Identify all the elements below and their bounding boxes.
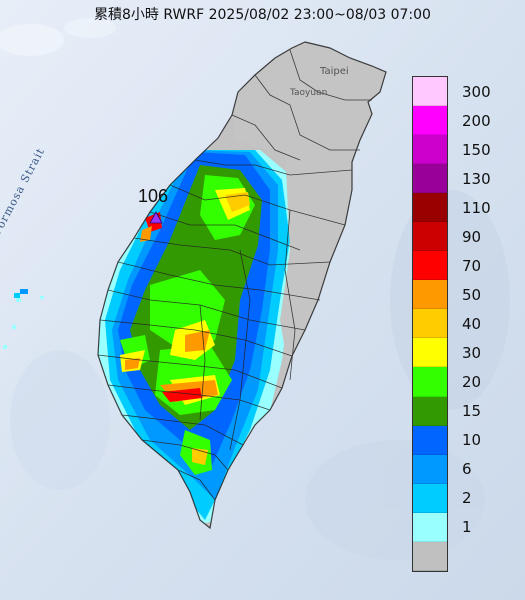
legend-label: 200 (462, 111, 491, 130)
legend-label: 50 (462, 285, 482, 304)
legend-swatch (413, 193, 447, 223)
legend-swatch (413, 135, 447, 165)
color-legend (412, 76, 448, 572)
legend-swatch (413, 164, 447, 194)
legend-label: 300 (462, 82, 491, 101)
legend-swatch (413, 251, 447, 281)
legend-swatch (413, 106, 447, 136)
max-marker-icon (149, 211, 163, 224)
legend-swatch (413, 512, 447, 542)
legend-label: 130 (462, 169, 491, 188)
legend-swatch (413, 222, 447, 252)
legend-label: 150 (462, 140, 491, 159)
legend-label: 40 (462, 315, 482, 333)
legend-swatch (413, 309, 447, 339)
legend-label: 1 (462, 518, 472, 537)
map-title: 累積8小時 RWRF 2025/08/02 23:00~08/03 07:00 (94, 7, 431, 23)
legend-label: 90 (462, 227, 482, 246)
legend-label: 2 (462, 489, 472, 508)
legend-swatch (413, 338, 447, 368)
legend-swatch (413, 483, 447, 513)
legend-swatch (413, 77, 447, 107)
legend-label: 10 (462, 431, 482, 450)
legend-swatch (413, 396, 447, 426)
legend-label: 15 (462, 402, 482, 421)
legend-label: 70 (462, 256, 482, 275)
sea-echoes (3, 289, 44, 349)
legend-swatch (413, 541, 447, 571)
legend-label: 110 (462, 198, 491, 217)
county-boundaries (97, 41, 387, 530)
legend-label: 6 (462, 460, 472, 479)
legend-swatch (413, 454, 447, 484)
max-value-label: 106 (138, 186, 169, 206)
taipei-label: Taipei (320, 66, 349, 77)
taoyuan-label: Taoyuan (290, 88, 328, 98)
legend-label: 20 (462, 373, 482, 392)
legend-swatch (413, 280, 447, 310)
legend-label: 30 (462, 344, 482, 363)
legend-swatch (413, 425, 447, 455)
legend-swatch (413, 367, 447, 397)
